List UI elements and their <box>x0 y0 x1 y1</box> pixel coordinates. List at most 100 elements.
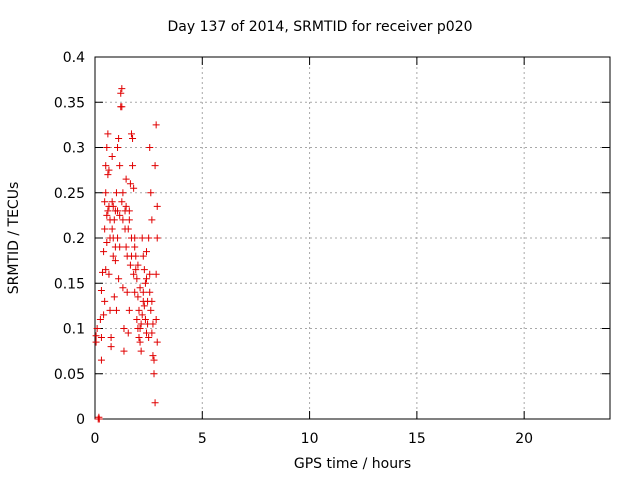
axis-ticks <box>94 56 610 420</box>
data-point <box>103 211 111 219</box>
data-point <box>132 266 140 274</box>
data-point <box>106 216 114 224</box>
data-point <box>126 180 134 188</box>
y-tick-label: 0.15 <box>54 276 85 292</box>
data-point <box>116 243 124 251</box>
x-tick-label: 5 <box>198 431 207 447</box>
data-point <box>134 261 142 269</box>
data-point <box>97 286 105 294</box>
data-point <box>143 275 150 283</box>
data-point <box>102 162 110 170</box>
data-point <box>107 334 115 342</box>
x-axis-label: GPS time / hours <box>293 456 412 472</box>
data-point <box>139 288 147 296</box>
data-point <box>153 338 161 346</box>
data-point <box>122 175 130 183</box>
data-point <box>108 198 116 206</box>
y-tick-label: 0.4 <box>63 50 85 66</box>
data-point <box>141 279 149 287</box>
data-point <box>140 302 148 310</box>
data-point <box>145 334 153 342</box>
data-point <box>103 239 111 247</box>
x-tick-label: 20 <box>515 431 533 447</box>
data-point <box>147 189 155 197</box>
data-point <box>124 225 132 233</box>
data-point <box>125 306 133 314</box>
data-point <box>150 370 158 378</box>
data-point <box>139 297 147 305</box>
data-point <box>124 329 132 337</box>
data-point <box>92 338 100 346</box>
data-point <box>141 315 149 323</box>
data-point <box>122 243 130 251</box>
data-point <box>133 315 141 323</box>
data-point <box>148 297 156 305</box>
data-point <box>136 284 144 292</box>
data-point <box>95 413 103 421</box>
data-point <box>146 144 154 151</box>
data-point <box>148 329 156 337</box>
data-point <box>127 130 135 138</box>
data-point <box>145 234 153 242</box>
data-point <box>133 275 141 283</box>
data-point <box>134 293 142 301</box>
data-point <box>143 248 150 256</box>
data-point <box>108 225 116 233</box>
data-point <box>125 207 133 215</box>
data-point <box>119 189 127 197</box>
data-point <box>112 306 120 314</box>
x-tick-label: 10 <box>301 431 319 447</box>
data-point <box>138 311 146 319</box>
data-point <box>109 202 117 210</box>
data-point <box>101 198 109 206</box>
data-point <box>131 288 139 296</box>
data-point <box>110 293 118 301</box>
data-point <box>111 257 119 265</box>
data-point <box>92 332 100 340</box>
data-point <box>104 171 112 179</box>
plot-frame <box>94 56 611 420</box>
data-point <box>146 288 154 296</box>
data-point <box>150 356 158 364</box>
data-point <box>135 334 143 342</box>
data-point <box>101 225 109 233</box>
data-point <box>114 144 122 151</box>
data-point <box>130 184 138 192</box>
chart-title: Day 137 of 2014, SRMTID for receiver p02… <box>167 19 473 35</box>
data-point <box>93 325 101 332</box>
data-point <box>120 325 128 332</box>
data-point <box>108 153 116 161</box>
data-point <box>96 315 104 323</box>
x-tick-labels: 0 5 10 15 20 <box>91 431 534 447</box>
data-point <box>137 347 145 355</box>
data-point <box>118 198 126 206</box>
y-tick-label: 0.1 <box>63 322 85 338</box>
data-point <box>115 275 123 283</box>
y-tick-label: 0.35 <box>54 95 85 111</box>
grid-lines <box>95 57 610 419</box>
data-point <box>131 234 139 242</box>
data-points <box>92 85 161 423</box>
data-point <box>149 320 157 328</box>
data-point <box>119 216 127 224</box>
data-point <box>151 162 159 170</box>
data-point <box>147 306 155 314</box>
data-point <box>106 306 114 314</box>
data-point <box>102 266 110 274</box>
data-point <box>140 266 148 274</box>
y-tick-label: 0.2 <box>63 231 85 247</box>
data-point <box>122 202 130 210</box>
data-point <box>149 352 157 360</box>
y-tick-label: 0.3 <box>63 141 85 157</box>
x-tick-label: 15 <box>408 431 426 447</box>
data-point <box>101 297 109 305</box>
y-tick-label: 0.05 <box>54 367 85 383</box>
data-point <box>127 252 135 260</box>
data-point <box>104 130 112 138</box>
data-point <box>104 207 112 215</box>
data-point <box>139 252 147 260</box>
data-point <box>105 270 113 278</box>
data-point <box>153 202 161 210</box>
data-point <box>120 347 128 355</box>
